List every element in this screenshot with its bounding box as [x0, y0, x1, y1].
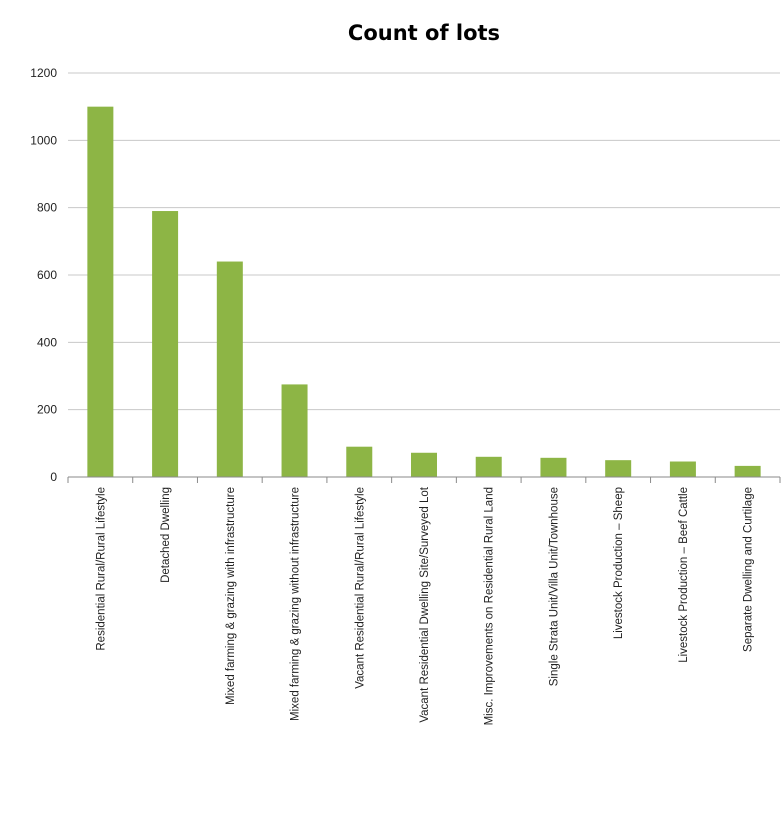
bar [411, 452, 437, 477]
chart-title: Count of lots [348, 21, 500, 45]
x-tick-label: Vacant Residential Rural/Rural Lifestyle [354, 487, 366, 689]
y-tick-label: 200 [37, 403, 57, 417]
x-tick-label: Residential Rural/Rural Lifestyle [95, 487, 107, 651]
bar [605, 460, 632, 477]
bars [87, 106, 761, 478]
bar [734, 465, 761, 477]
bar [216, 261, 243, 477]
x-tick-label: Detached Dwelling [160, 487, 172, 583]
x-tick-label: Mixed farming & grazing with infrastruct… [225, 487, 237, 705]
y-tick-label: 1000 [30, 133, 57, 147]
bar [475, 456, 502, 477]
x-tick-label: Vacant Residential Dwelling Site/Surveye… [419, 486, 431, 722]
x-tick-label: Livestock Production – Sheep [613, 487, 625, 639]
x-tick-label: Separate Dwelling and Curtilage [743, 487, 755, 652]
x-tick-label: Livestock Production – Beef Cattle [678, 487, 690, 663]
x-tick-label: Misc. Improvements on Residential Rural … [484, 487, 496, 725]
x-tick-label: Mixed farming & grazing without infrastr… [290, 487, 302, 721]
y-axis-tick-labels: 0 200 400 600 800 1000 1200 [30, 66, 57, 484]
y-tick-label: 1200 [30, 66, 57, 80]
y-tick-label: 0 [50, 470, 57, 484]
bar [152, 211, 179, 478]
x-axis-tick-labels: Residential Rural/Rural Lifestyle Detache… [95, 486, 754, 725]
bar [669, 461, 696, 477]
x-tick-label: Single Strata Unit/Villa Unit/Townhouse [548, 487, 560, 686]
bar [540, 457, 567, 477]
bar [281, 384, 308, 477]
bar [346, 446, 373, 477]
y-tick-label: 600 [37, 268, 57, 282]
bar [87, 106, 114, 478]
gridlines [68, 72, 780, 411]
x-axis [67, 476, 781, 483]
y-tick-label: 800 [37, 201, 57, 215]
y-tick-label: 400 [37, 335, 57, 349]
